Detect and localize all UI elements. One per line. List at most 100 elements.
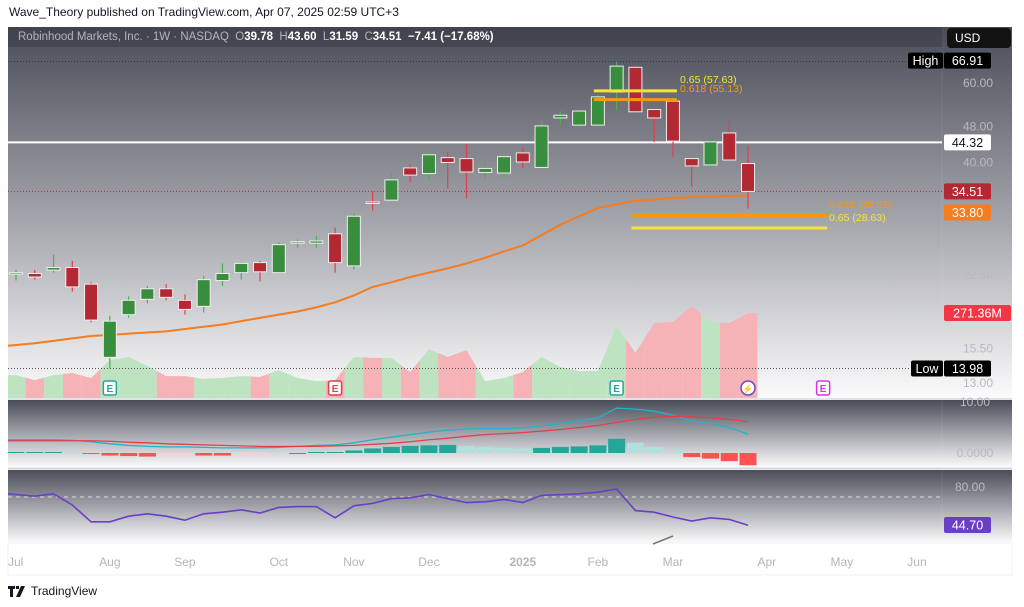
- candle[interactable]: [27, 273, 42, 278]
- candle[interactable]: [515, 152, 530, 163]
- symbol-legend[interactable]: Robinhood Markets, Inc. · 1W · NASDAQ O3…: [8, 27, 942, 47]
- candle[interactable]: [46, 267, 61, 271]
- tradingview-logo[interactable]: TradingView: [8, 584, 97, 598]
- volume-area-segment: [25, 377, 45, 398]
- volume-area-segment: [156, 371, 176, 398]
- macd-histogram-bar: [608, 438, 626, 453]
- volume-area-segment: [8, 375, 26, 398]
- time-axis-tick: Apr: [757, 555, 776, 569]
- symbol-name: Robinhood Markets, Inc. · 1W · NASDAQ: [18, 31, 229, 43]
- candle[interactable]: [665, 100, 680, 142]
- earnings-icon[interactable]: [609, 380, 624, 396]
- volume-area-segment: [682, 306, 702, 398]
- volume-area-segment: [588, 348, 608, 398]
- earnings-icon[interactable]: [102, 380, 118, 396]
- candle[interactable]: [609, 65, 624, 93]
- candle[interactable]: [497, 156, 512, 174]
- macd-histogram-bar: [382, 446, 400, 453]
- macd-line: [8, 407, 749, 449]
- candle[interactable]: [590, 96, 605, 126]
- low-value: 31.59: [329, 31, 359, 43]
- volume-value: 271.36M: [953, 307, 1002, 321]
- time-axis-tick: Oct: [269, 555, 288, 569]
- candle[interactable]: [346, 215, 361, 267]
- macd-histogram-bar: [270, 453, 288, 455]
- price-axis-tick: 60.00: [963, 76, 993, 90]
- macd-histogram-bar: [63, 452, 81, 454]
- volume-area-segment: [62, 372, 82, 398]
- macd-histogram-bar: [307, 451, 325, 453]
- rsi-pane[interactable]: [8, 470, 1012, 543]
- macd-histogram-bar: [701, 453, 719, 459]
- macd-histogram-bar: [157, 453, 175, 457]
- earnings-icon[interactable]: [327, 380, 343, 396]
- time-axis[interactable]: [7, 542, 1013, 576]
- candle[interactable]: [84, 283, 99, 321]
- candle[interactable]: [534, 125, 549, 168]
- earnings-icon[interactable]: [815, 380, 831, 396]
- candle[interactable]: [741, 163, 756, 192]
- candle[interactable]: [159, 288, 174, 298]
- candle[interactable]: [440, 157, 455, 163]
- candle[interactable]: [65, 267, 80, 288]
- low-value: 13.98: [952, 362, 983, 376]
- candle[interactable]: [684, 158, 699, 167]
- volume-area-segment: [663, 314, 683, 398]
- candle[interactable]: [309, 240, 324, 244]
- time-axis-tick: Aug: [99, 555, 120, 569]
- volume-area-segment: [306, 379, 326, 398]
- volume-area-segment: [457, 350, 476, 398]
- candle[interactable]: [140, 288, 155, 300]
- candle[interactable]: [459, 158, 474, 173]
- candle[interactable]: [647, 109, 662, 119]
- candle[interactable]: [328, 233, 343, 264]
- trend-drawing[interactable]: [652, 535, 674, 545]
- candle[interactable]: [234, 262, 249, 274]
- earnings-icon-letter: E: [332, 384, 339, 395]
- publisher-caption: Wave_Theory published on TradingView.com…: [9, 5, 399, 19]
- candle[interactable]: [253, 262, 268, 273]
- volume-area-segment: [513, 364, 533, 398]
- time-axis-tick: 2025: [509, 555, 536, 569]
- candle[interactable]: [121, 299, 136, 316]
- currency-button[interactable]: USD: [947, 28, 1011, 48]
- macd-histogram-bar: [439, 444, 457, 453]
- macd-histogram-bar: [120, 453, 138, 457]
- candle[interactable]: [365, 201, 380, 204]
- candle[interactable]: [403, 167, 418, 176]
- volume-area-segment: [81, 369, 101, 398]
- volume-area-segment: [137, 361, 157, 398]
- dividend-icon[interactable]: [740, 380, 756, 396]
- resistance-value-badge: [944, 134, 991, 151]
- macd-histogram-bar: [7, 451, 25, 453]
- candle[interactable]: [9, 272, 23, 275]
- volume-area-segment: [626, 338, 645, 398]
- fib-level-label: 0.65 (57.63): [680, 74, 737, 86]
- macd-histogram-bar: [720, 453, 738, 462]
- macd-axis-tick: 10.00: [960, 395, 990, 409]
- candle[interactable]: [177, 299, 192, 310]
- main-pane[interactable]: [8, 27, 1012, 398]
- close-value-badge: [944, 183, 991, 200]
- macd-histogram-bar: [26, 451, 44, 453]
- candle[interactable]: [215, 273, 230, 282]
- macd-histogram-bar: [101, 453, 119, 456]
- candle[interactable]: [271, 244, 286, 274]
- candle[interactable]: [196, 279, 211, 307]
- volume-area-segment: [644, 322, 664, 398]
- candle[interactable]: [553, 114, 568, 119]
- candle[interactable]: [102, 320, 117, 358]
- price-axis-tick: 13.00: [963, 376, 993, 390]
- candle[interactable]: [478, 167, 493, 174]
- candle[interactable]: [722, 132, 737, 161]
- volume-area-segment: [382, 357, 401, 398]
- macd-histogram-bar: [401, 445, 419, 453]
- candle[interactable]: [703, 141, 718, 166]
- candle[interactable]: [572, 110, 587, 126]
- candle[interactable]: [421, 154, 436, 175]
- earnings-icon-letter: E: [107, 384, 114, 395]
- high-value: 66.91: [952, 54, 983, 68]
- candle[interactable]: [384, 179, 399, 201]
- candle[interactable]: [290, 241, 305, 244]
